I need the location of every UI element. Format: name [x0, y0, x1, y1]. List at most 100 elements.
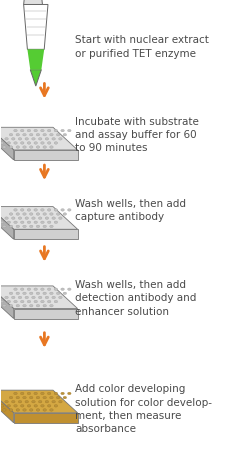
Ellipse shape — [30, 293, 33, 295]
Ellipse shape — [32, 138, 35, 141]
Ellipse shape — [68, 392, 71, 395]
Ellipse shape — [52, 138, 56, 141]
Ellipse shape — [2, 147, 6, 149]
Ellipse shape — [56, 396, 60, 399]
Ellipse shape — [54, 404, 58, 407]
Text: Wash wells, then add
detection antibody and
enhancer solution: Wash wells, then add detection antibody … — [75, 279, 196, 316]
Ellipse shape — [14, 301, 17, 303]
Ellipse shape — [61, 130, 64, 132]
Ellipse shape — [54, 142, 58, 145]
Ellipse shape — [56, 213, 60, 216]
Polygon shape — [24, 0, 42, 5]
Ellipse shape — [47, 288, 51, 291]
Text: Add color developing
solution for color develop-
ment, then measure
absorbance: Add color developing solution for color … — [75, 384, 212, 433]
Ellipse shape — [34, 404, 37, 407]
Polygon shape — [0, 390, 78, 413]
Ellipse shape — [18, 138, 22, 141]
Ellipse shape — [9, 147, 13, 149]
Ellipse shape — [30, 409, 33, 411]
Ellipse shape — [12, 138, 15, 141]
Ellipse shape — [16, 226, 20, 228]
Ellipse shape — [47, 130, 51, 132]
Ellipse shape — [52, 217, 56, 220]
Ellipse shape — [20, 288, 24, 291]
Ellipse shape — [23, 409, 26, 411]
Ellipse shape — [27, 392, 31, 395]
Polygon shape — [0, 390, 14, 423]
Ellipse shape — [20, 392, 24, 395]
Ellipse shape — [50, 305, 53, 307]
Polygon shape — [0, 128, 14, 161]
Ellipse shape — [48, 222, 51, 224]
Ellipse shape — [5, 138, 8, 141]
Ellipse shape — [41, 404, 44, 407]
Ellipse shape — [43, 293, 46, 295]
Ellipse shape — [63, 134, 66, 136]
Ellipse shape — [43, 305, 46, 307]
Ellipse shape — [20, 222, 24, 224]
Ellipse shape — [30, 213, 33, 216]
Ellipse shape — [27, 209, 31, 212]
Ellipse shape — [36, 293, 40, 295]
Ellipse shape — [5, 217, 8, 220]
Ellipse shape — [50, 147, 53, 149]
Ellipse shape — [38, 217, 42, 220]
Ellipse shape — [36, 396, 40, 399]
Polygon shape — [14, 151, 78, 161]
Ellipse shape — [16, 305, 20, 307]
Ellipse shape — [61, 288, 64, 291]
Ellipse shape — [30, 134, 33, 136]
Polygon shape — [0, 286, 78, 309]
Ellipse shape — [61, 209, 64, 212]
Ellipse shape — [30, 305, 33, 307]
Ellipse shape — [14, 404, 17, 407]
Ellipse shape — [50, 396, 53, 399]
Ellipse shape — [20, 142, 24, 145]
Ellipse shape — [43, 409, 46, 411]
Ellipse shape — [41, 288, 44, 291]
Text: Wash wells, then add
capture antibody: Wash wells, then add capture antibody — [75, 198, 186, 221]
Ellipse shape — [50, 134, 53, 136]
Ellipse shape — [38, 400, 42, 403]
Ellipse shape — [56, 293, 60, 295]
Ellipse shape — [41, 209, 44, 212]
Polygon shape — [14, 413, 78, 423]
Ellipse shape — [54, 209, 58, 212]
Ellipse shape — [36, 409, 40, 411]
Ellipse shape — [48, 142, 51, 145]
Ellipse shape — [48, 404, 51, 407]
Polygon shape — [14, 230, 78, 240]
Ellipse shape — [54, 222, 58, 224]
Ellipse shape — [30, 226, 33, 228]
Ellipse shape — [32, 400, 35, 403]
Ellipse shape — [54, 130, 58, 132]
Ellipse shape — [27, 301, 31, 303]
Ellipse shape — [7, 404, 10, 407]
Ellipse shape — [23, 147, 26, 149]
Ellipse shape — [20, 130, 24, 132]
Ellipse shape — [16, 293, 20, 295]
Ellipse shape — [50, 213, 53, 216]
Ellipse shape — [9, 134, 13, 136]
Ellipse shape — [9, 293, 13, 295]
Polygon shape — [28, 50, 44, 71]
Ellipse shape — [12, 297, 15, 299]
Ellipse shape — [9, 396, 13, 399]
Ellipse shape — [16, 134, 20, 136]
Ellipse shape — [9, 409, 13, 411]
Polygon shape — [14, 309, 78, 319]
Ellipse shape — [16, 213, 20, 216]
Ellipse shape — [43, 213, 46, 216]
Text: Incubate with substrate
and assay buffer for 60
to 90 minutes: Incubate with substrate and assay buffer… — [75, 116, 199, 153]
Ellipse shape — [27, 288, 31, 291]
Ellipse shape — [63, 213, 66, 216]
Ellipse shape — [54, 288, 58, 291]
Ellipse shape — [30, 396, 33, 399]
Ellipse shape — [27, 142, 31, 145]
Ellipse shape — [7, 222, 10, 224]
Ellipse shape — [63, 293, 66, 295]
Ellipse shape — [23, 213, 26, 216]
Ellipse shape — [63, 396, 66, 399]
Polygon shape — [0, 286, 14, 319]
Ellipse shape — [68, 209, 71, 212]
